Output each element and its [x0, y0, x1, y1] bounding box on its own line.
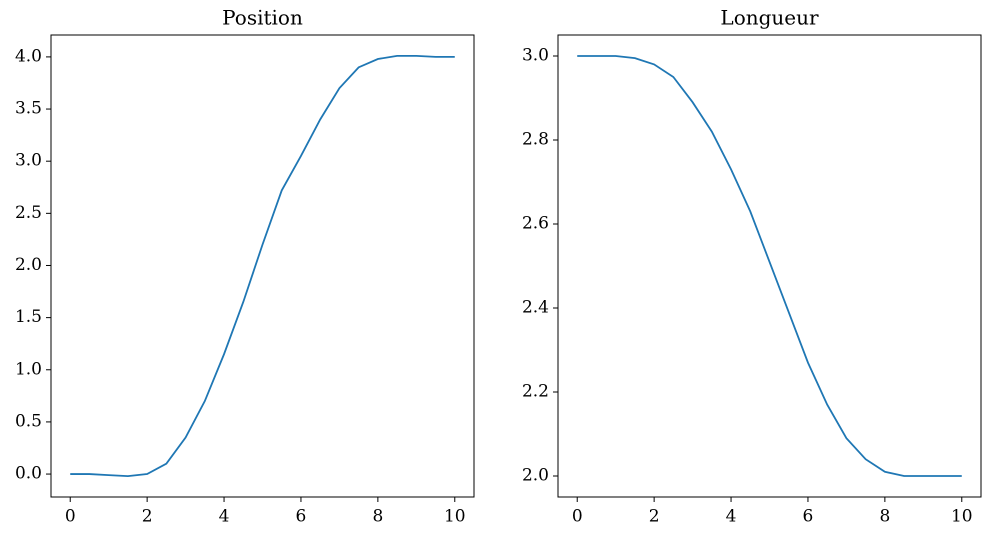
chart-title: Longueur	[720, 6, 819, 30]
x-tick-label: 2	[649, 507, 660, 527]
x-tick-label: 2	[142, 507, 153, 527]
y-tick-label: 0.0	[15, 464, 42, 484]
x-tick-label: 10	[951, 507, 973, 527]
y-tick-label: 3.0	[522, 46, 549, 66]
x-tick-label: 10	[444, 507, 466, 527]
axes-frame	[50, 34, 475, 498]
y-tick-label: 2.8	[522, 130, 549, 150]
y-tick-label: 3.0	[15, 151, 42, 171]
y-tick-label: 4.0	[15, 46, 42, 66]
y-tick-label: 2.0	[522, 466, 549, 486]
x-tick-label: 8	[372, 507, 383, 527]
y-tick-label: 3.5	[15, 99, 42, 119]
y-tick-label: 2.5	[15, 203, 42, 223]
x-tick-label: 6	[296, 507, 307, 527]
x-tick-label: 4	[726, 507, 737, 527]
x-tick-label: 0	[65, 507, 76, 527]
x-tick-label: 0	[572, 507, 583, 527]
y-tick-label: 2.2	[522, 382, 549, 402]
y-tick-label: 1.0	[15, 359, 42, 379]
x-tick-label: 8	[879, 507, 890, 527]
y-tick-label: 2.0	[15, 255, 42, 275]
y-tick-label: 0.5	[15, 411, 42, 431]
x-tick-label: 6	[803, 507, 814, 527]
x-tick-label: 4	[219, 507, 230, 527]
line	[577, 55, 962, 477]
axes-frame	[557, 34, 982, 498]
chart-title: Position	[222, 6, 303, 30]
line	[70, 54, 455, 478]
y-tick-label: 1.5	[15, 307, 42, 327]
y-tick-label: 2.4	[522, 298, 549, 318]
y-tick-label: 2.6	[522, 214, 549, 234]
